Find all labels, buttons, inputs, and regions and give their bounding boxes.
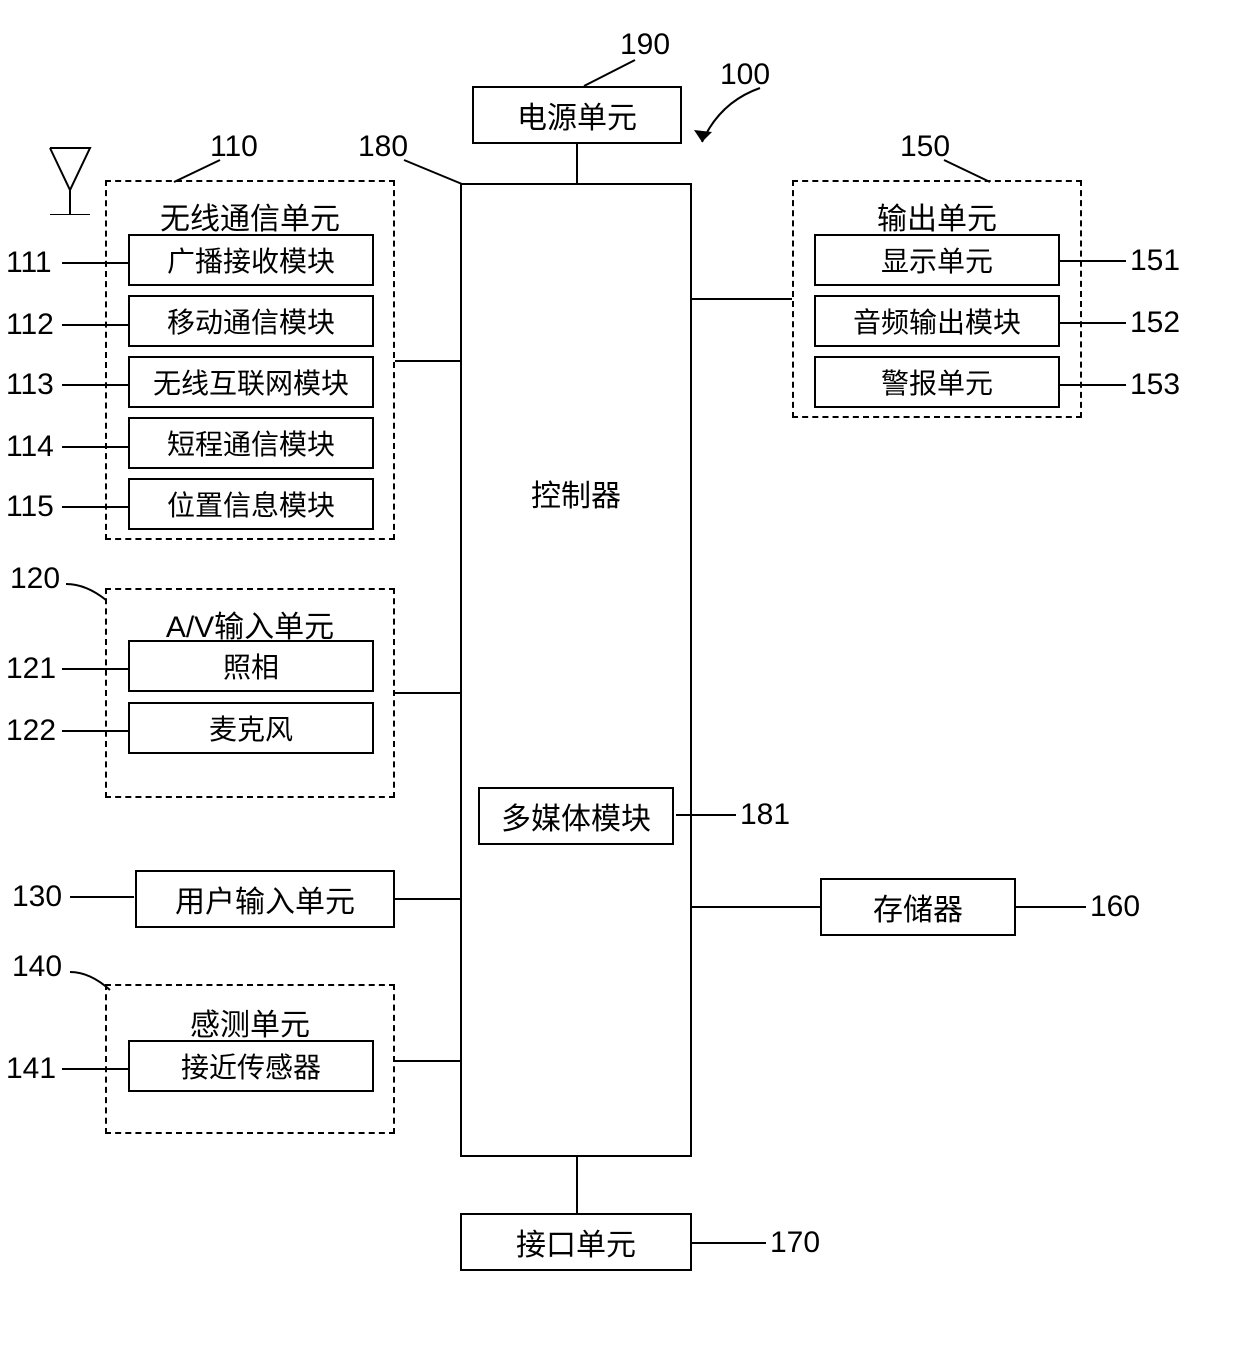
leader-150 xyxy=(940,158,1000,184)
leader-160 xyxy=(1016,906,1086,908)
memory-box: 存储器 xyxy=(820,878,1016,936)
ref-153: 153 xyxy=(1130,368,1180,402)
wireless-title: 无线通信单元 xyxy=(107,194,393,238)
sensing-title: 感测单元 xyxy=(107,1000,393,1044)
user-input-label: 用户输入单元 xyxy=(175,877,355,921)
output-item-1: 音频输出模块 xyxy=(814,295,1060,347)
leader-120 xyxy=(62,580,112,610)
leader-110 xyxy=(170,158,230,184)
conn-ctrl-iface xyxy=(576,1157,578,1213)
av-group: A/V输入单元 xyxy=(105,588,395,798)
leader-180 xyxy=(400,156,470,186)
ref-112: 112 xyxy=(6,308,54,342)
sensing-item-0-label: 接近传感器 xyxy=(181,1046,321,1086)
ref-115: 115 xyxy=(6,490,54,524)
sensing-item-0: 接近传感器 xyxy=(128,1040,374,1092)
wireless-item-1-label: 移动通信模块 xyxy=(167,301,335,341)
interface-unit-box: 接口单元 xyxy=(460,1213,692,1271)
wireless-item-0: 广播接收模块 xyxy=(128,234,374,286)
multimedia-label: 多媒体模块 xyxy=(501,794,651,838)
wireless-item-3: 短程通信模块 xyxy=(128,417,374,469)
leader-140 xyxy=(66,968,116,998)
ref-151: 151 xyxy=(1130,244,1180,278)
ref-140: 140 xyxy=(12,950,62,984)
av-item-1: 麦克风 xyxy=(128,702,374,754)
output-item-2: 警报单元 xyxy=(814,356,1060,408)
wireless-item-4: 位置信息模块 xyxy=(128,478,374,530)
ref-130: 130 xyxy=(12,880,62,914)
ref-120: 120 xyxy=(10,562,60,596)
ref-152: 152 xyxy=(1130,306,1180,340)
controller-label: 控制器 xyxy=(462,471,690,515)
memory-label: 存储器 xyxy=(873,885,963,929)
conn-av-ctrl xyxy=(395,692,460,694)
diagram-canvas: 电源单元 控制器 多媒体模块 接口单元 用户输入单元 存储器 无线通信单元 广播… xyxy=(0,0,1240,1350)
ref-170: 170 xyxy=(770,1226,820,1260)
interface-label: 接口单元 xyxy=(516,1220,636,1264)
leader-115 xyxy=(62,506,128,508)
power-unit-label: 电源单元 xyxy=(517,93,637,137)
conn-wireless-ctrl xyxy=(395,360,460,362)
leader-113 xyxy=(62,384,128,386)
leader-122 xyxy=(62,730,128,732)
leader-181 xyxy=(676,814,736,816)
controller-box: 控制器 多媒体模块 xyxy=(460,183,692,1157)
ref-111: 111 xyxy=(6,246,52,280)
leader-130 xyxy=(70,896,134,898)
leader-151 xyxy=(1060,260,1126,262)
output-item-0: 显示单元 xyxy=(814,234,1060,286)
leader-170 xyxy=(692,1242,766,1244)
wireless-item-3-label: 短程通信模块 xyxy=(167,423,335,463)
conn-ctrl-output xyxy=(692,298,792,300)
ref-113: 113 xyxy=(6,368,54,402)
av-item-1-label: 麦克风 xyxy=(209,708,293,748)
leader-112 xyxy=(62,324,128,326)
av-item-0: 照相 xyxy=(128,640,374,692)
leader-141 xyxy=(62,1068,128,1070)
ref-114: 114 xyxy=(6,430,54,464)
wireless-item-0-label: 广播接收模块 xyxy=(167,240,335,280)
ref-160: 160 xyxy=(1090,890,1140,924)
wireless-item-4-label: 位置信息模块 xyxy=(167,484,335,524)
leader-100-arrow xyxy=(690,82,780,162)
ref-190: 190 xyxy=(620,28,670,62)
leader-190 xyxy=(580,58,640,88)
output-item-0-label: 显示单元 xyxy=(881,240,993,280)
output-item-1-label: 音频输出模块 xyxy=(853,301,1021,341)
leader-114 xyxy=(62,446,128,448)
conn-sensing-ctrl xyxy=(395,1060,460,1062)
output-title: 输出单元 xyxy=(794,194,1080,238)
antenna-icon xyxy=(40,140,110,215)
conn-ctrl-memory xyxy=(692,906,820,908)
power-unit-box: 电源单元 xyxy=(472,86,682,144)
wireless-item-2-label: 无线互联网模块 xyxy=(153,362,349,402)
wireless-item-2: 无线互联网模块 xyxy=(128,356,374,408)
ref-121: 121 xyxy=(6,652,56,686)
output-item-2-label: 警报单元 xyxy=(881,362,993,402)
ref-141: 141 xyxy=(6,1052,56,1086)
conn-userinput-ctrl xyxy=(395,898,460,900)
leader-111 xyxy=(62,262,128,264)
leader-153 xyxy=(1060,384,1126,386)
leader-121 xyxy=(62,668,128,670)
multimedia-box: 多媒体模块 xyxy=(478,787,674,845)
ref-122: 122 xyxy=(6,714,56,748)
user-input-box: 用户输入单元 xyxy=(135,870,395,928)
av-item-0-label: 照相 xyxy=(223,646,279,686)
conn-power-ctrl xyxy=(576,144,578,183)
wireless-item-1: 移动通信模块 xyxy=(128,295,374,347)
leader-152 xyxy=(1060,322,1126,324)
ref-181: 181 xyxy=(740,798,790,832)
